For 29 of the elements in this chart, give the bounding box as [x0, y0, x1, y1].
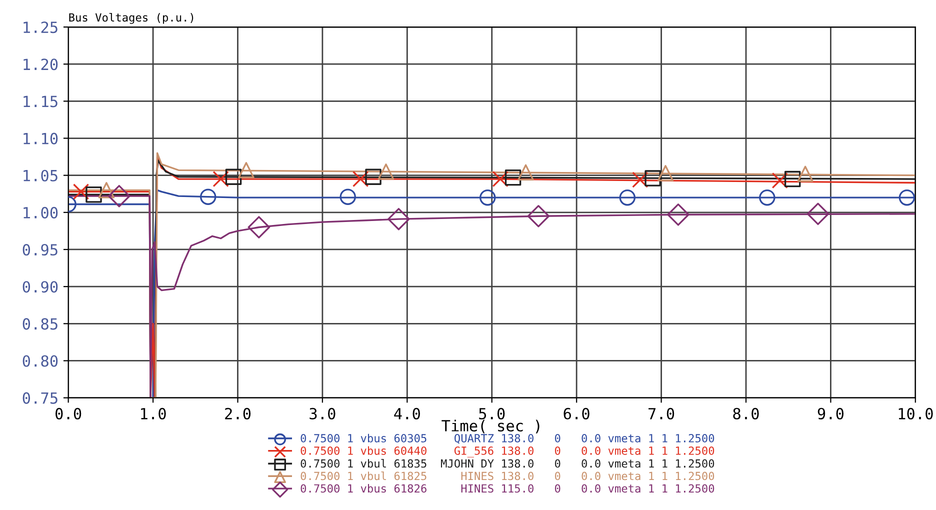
legend-label: 0.7500 1 vbul 61825 HINES 138.0 0 0.0 vmeta 1 1 1.2500 [300, 472, 714, 480]
legend-label: 0.7500 1 vbul 61835 MJOHN DY 138.0 0 0.0 vmeta 1 1 1.2500 [300, 459, 714, 468]
x-tick-label: 4.0 [394, 408, 420, 420]
y-tick-label: 0.90 [22, 281, 58, 293]
y-tick-label: 0.95 [22, 244, 58, 256]
y-tick-label: 0.85 [22, 318, 58, 330]
y-tick-label: 0.75 [22, 392, 58, 404]
x-tick-label: 10.0 [898, 408, 933, 420]
y-tick-label: 1.05 [24, 170, 58, 182]
chart-title: Bus Voltages (p.u.) [69, 12, 194, 24]
legend-label: 0.7500 1 vbus 60440 GI_556 138.0 0 0.0 vmeta 1 1 1.2500 [300, 446, 714, 458]
x-tick-label: 0.0 [56, 408, 82, 420]
x-tick-label: 2.0 [225, 408, 251, 420]
x-tick-label: 3.0 [310, 408, 336, 420]
y-tick-label: 1.00 [24, 206, 58, 218]
y-tick-label: 1.15 [24, 96, 58, 108]
y-tick-label: 1.10 [24, 132, 58, 144]
y-tick-label: 1.25 [24, 22, 58, 34]
x-tick-label: 7.0 [648, 408, 674, 420]
x-tick-label: 1.0 [141, 408, 166, 420]
x-tick-label: 8.0 [733, 408, 759, 420]
x-tick-label: 9.0 [818, 408, 844, 420]
y-tick-label: 1.20 [24, 58, 58, 70]
legend-label: 0.7500 1 vbus 61826 HINES 115.0 0 0.0 vmeta 1 1 1.2500 [300, 484, 714, 493]
legend-label: 0.7500 1 vbus 60305 QUARTZ 138.0 0 0.0 vmeta 1 1 1.2500 [300, 434, 714, 444]
x-tick-label: 5.0 [479, 408, 505, 420]
x-tick-label: 6.0 [564, 408, 590, 420]
y-tick-label: 0.80 [22, 355, 58, 367]
x-axis-title: Time( sec ) [442, 420, 540, 434]
